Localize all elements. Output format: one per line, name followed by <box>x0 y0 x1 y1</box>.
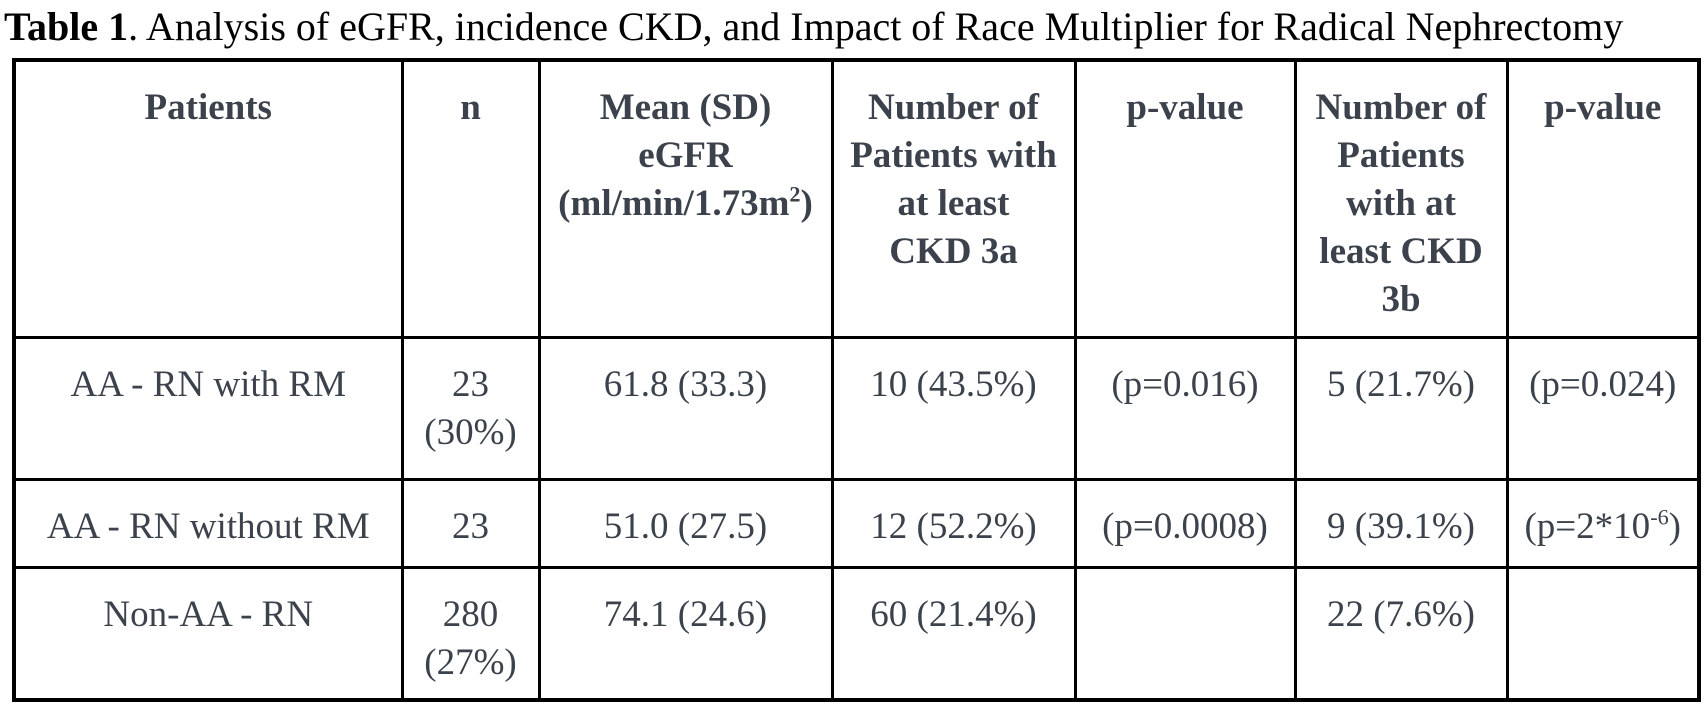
header-ckd3a: Number of Patients with at least CKD 3a <box>830 58 1077 339</box>
cell-row1-pvalue-a: (p=0.016) <box>1073 335 1297 481</box>
header-pvalue-2: p-value <box>1505 58 1701 339</box>
table-row-aa-rn-without-rm: AA - RN without RM 23 51.0 (27.5) 12 (52… <box>12 477 1701 569</box>
egfr-unit-superscript: 2 <box>789 181 801 207</box>
pvalue-superscript: -6 <box>1650 504 1669 530</box>
header-patients: Patients <box>12 58 404 339</box>
header-line: CKD 3a <box>889 231 1018 272</box>
cell-row3-patients: Non-AA - RN <box>12 565 404 702</box>
header-line-egfr-unit: (ml/min/1.73m2) <box>547 180 825 228</box>
cell-line: 9 (39.1%) <box>1327 505 1475 547</box>
cell-row1-n: 23 (30%) <box>400 335 541 481</box>
cell-line: 61.8 (33.3) <box>603 363 768 405</box>
cell-line: 51.0 (27.5) <box>603 505 768 547</box>
table-row-aa-rn-with-rm: AA - RN with RM 23 (30%) 61.8 (33.3) 10 … <box>12 335 1701 481</box>
cell-row1-egfr: 61.8 (33.3) <box>537 335 834 481</box>
cell-row3-ckd3a: 60 (21.4%) <box>830 565 1077 702</box>
cell-line: 60 (21.4%) <box>870 593 1037 635</box>
cell-line: (30%) <box>424 411 517 453</box>
cell-row1-ckd3a: 10 (43.5%) <box>830 335 1077 481</box>
cell-row2-pvalue-a: (p=0.0008) <box>1073 477 1297 569</box>
header-ckd3b: Number of Patients with at least CKD 3b <box>1293 58 1509 339</box>
header-line: Number of <box>868 87 1039 128</box>
cell-line: 23 <box>452 505 489 547</box>
cell-row1-patients: AA - RN with RM <box>12 335 404 481</box>
cell-row2-egfr: 51.0 (27.5) <box>537 477 834 569</box>
header-line: Number of <box>1315 87 1487 128</box>
header-line: Patients <box>144 87 272 128</box>
cell-row2-ckd3a: 12 (52.2%) <box>830 477 1077 569</box>
header-line: 3b <box>1381 279 1421 320</box>
header-line: p-value <box>1544 87 1662 128</box>
cell-row1-pvalue-b: (p=0.024) <box>1505 335 1701 481</box>
table-title-number: Table 1 <box>4 4 129 49</box>
header-line: Mean (SD) <box>599 87 772 128</box>
header-n: n <box>400 58 541 339</box>
table-title: Table 1. Analysis of eGFR, incidence CKD… <box>4 2 1708 52</box>
table-title-text: . Analysis of eGFR, incidence CKD, and I… <box>128 4 1624 49</box>
cell-row2-ckd3b: 9 (39.1%) <box>1293 477 1509 569</box>
cell-line: 23 <box>452 363 489 405</box>
header-line: least CKD <box>1319 231 1483 272</box>
cell-line: 280 <box>442 593 499 635</box>
header-line: Patients <box>1337 135 1465 176</box>
cell-row3-pvalue-b <box>1505 565 1701 702</box>
table-row-non-aa-rn: Non-AA - RN 280 (27%) 74.1 (24.6) 60 (21… <box>12 565 1701 702</box>
cell-row2-pvalue-b: (p=2*10-6) <box>1505 477 1701 569</box>
cell-row3-n: 280 (27%) <box>400 565 541 702</box>
header-row: Patients n Mean (SD) eGFR (ml/min/1.73m2… <box>12 58 1701 339</box>
cell-line: AA - RN without RM <box>46 505 370 547</box>
cell-row3-ckd3b: 22 (7.6%) <box>1293 565 1509 702</box>
header-line: p-value <box>1126 87 1244 128</box>
cell-row1-ckd3b: 5 (21.7%) <box>1293 335 1509 481</box>
cell-line: 22 (7.6%) <box>1327 593 1475 635</box>
egfr-unit-base: (ml/min/1.73m <box>558 183 790 224</box>
cell-row3-egfr: 74.1 (24.6) <box>537 565 834 702</box>
header-line: with at <box>1346 183 1456 224</box>
egfr-unit-close: ) <box>800 183 813 224</box>
cell-line: 12 (52.2%) <box>870 505 1037 547</box>
header-line: n <box>460 87 481 128</box>
header-line: Patients with <box>850 135 1057 176</box>
cell-row2-n: 23 <box>400 477 541 569</box>
cell-line: (p=0.0008) <box>1102 505 1268 547</box>
cell-line: 10 (43.5%) <box>870 363 1037 405</box>
header-line: eGFR <box>638 135 733 176</box>
cell-row3-pvalue-a <box>1073 565 1297 702</box>
cell-row2-patients: AA - RN without RM <box>12 477 404 569</box>
pvalue-base: (p=2*10 <box>1524 505 1651 547</box>
header-line: at least <box>897 183 1010 224</box>
cell-line: (27%) <box>424 641 517 683</box>
cell-line: (p=0.024) <box>1529 363 1677 405</box>
cell-line: 5 (21.7%) <box>1327 363 1475 405</box>
cell-line: (p=0.016) <box>1111 363 1259 405</box>
cell-line-pvalue-superscripted: (p=2*10-6) <box>1515 503 1692 551</box>
header-mean-egfr: Mean (SD) eGFR (ml/min/1.73m2) <box>537 58 834 339</box>
cell-line: Non-AA - RN <box>103 593 314 635</box>
cell-line: 74.1 (24.6) <box>603 593 768 635</box>
results-table: Patients n Mean (SD) eGFR (ml/min/1.73m2… <box>12 58 1701 702</box>
header-pvalue-1: p-value <box>1073 58 1297 339</box>
cell-line: AA - RN with RM <box>70 363 346 405</box>
pvalue-close: ) <box>1668 505 1681 547</box>
